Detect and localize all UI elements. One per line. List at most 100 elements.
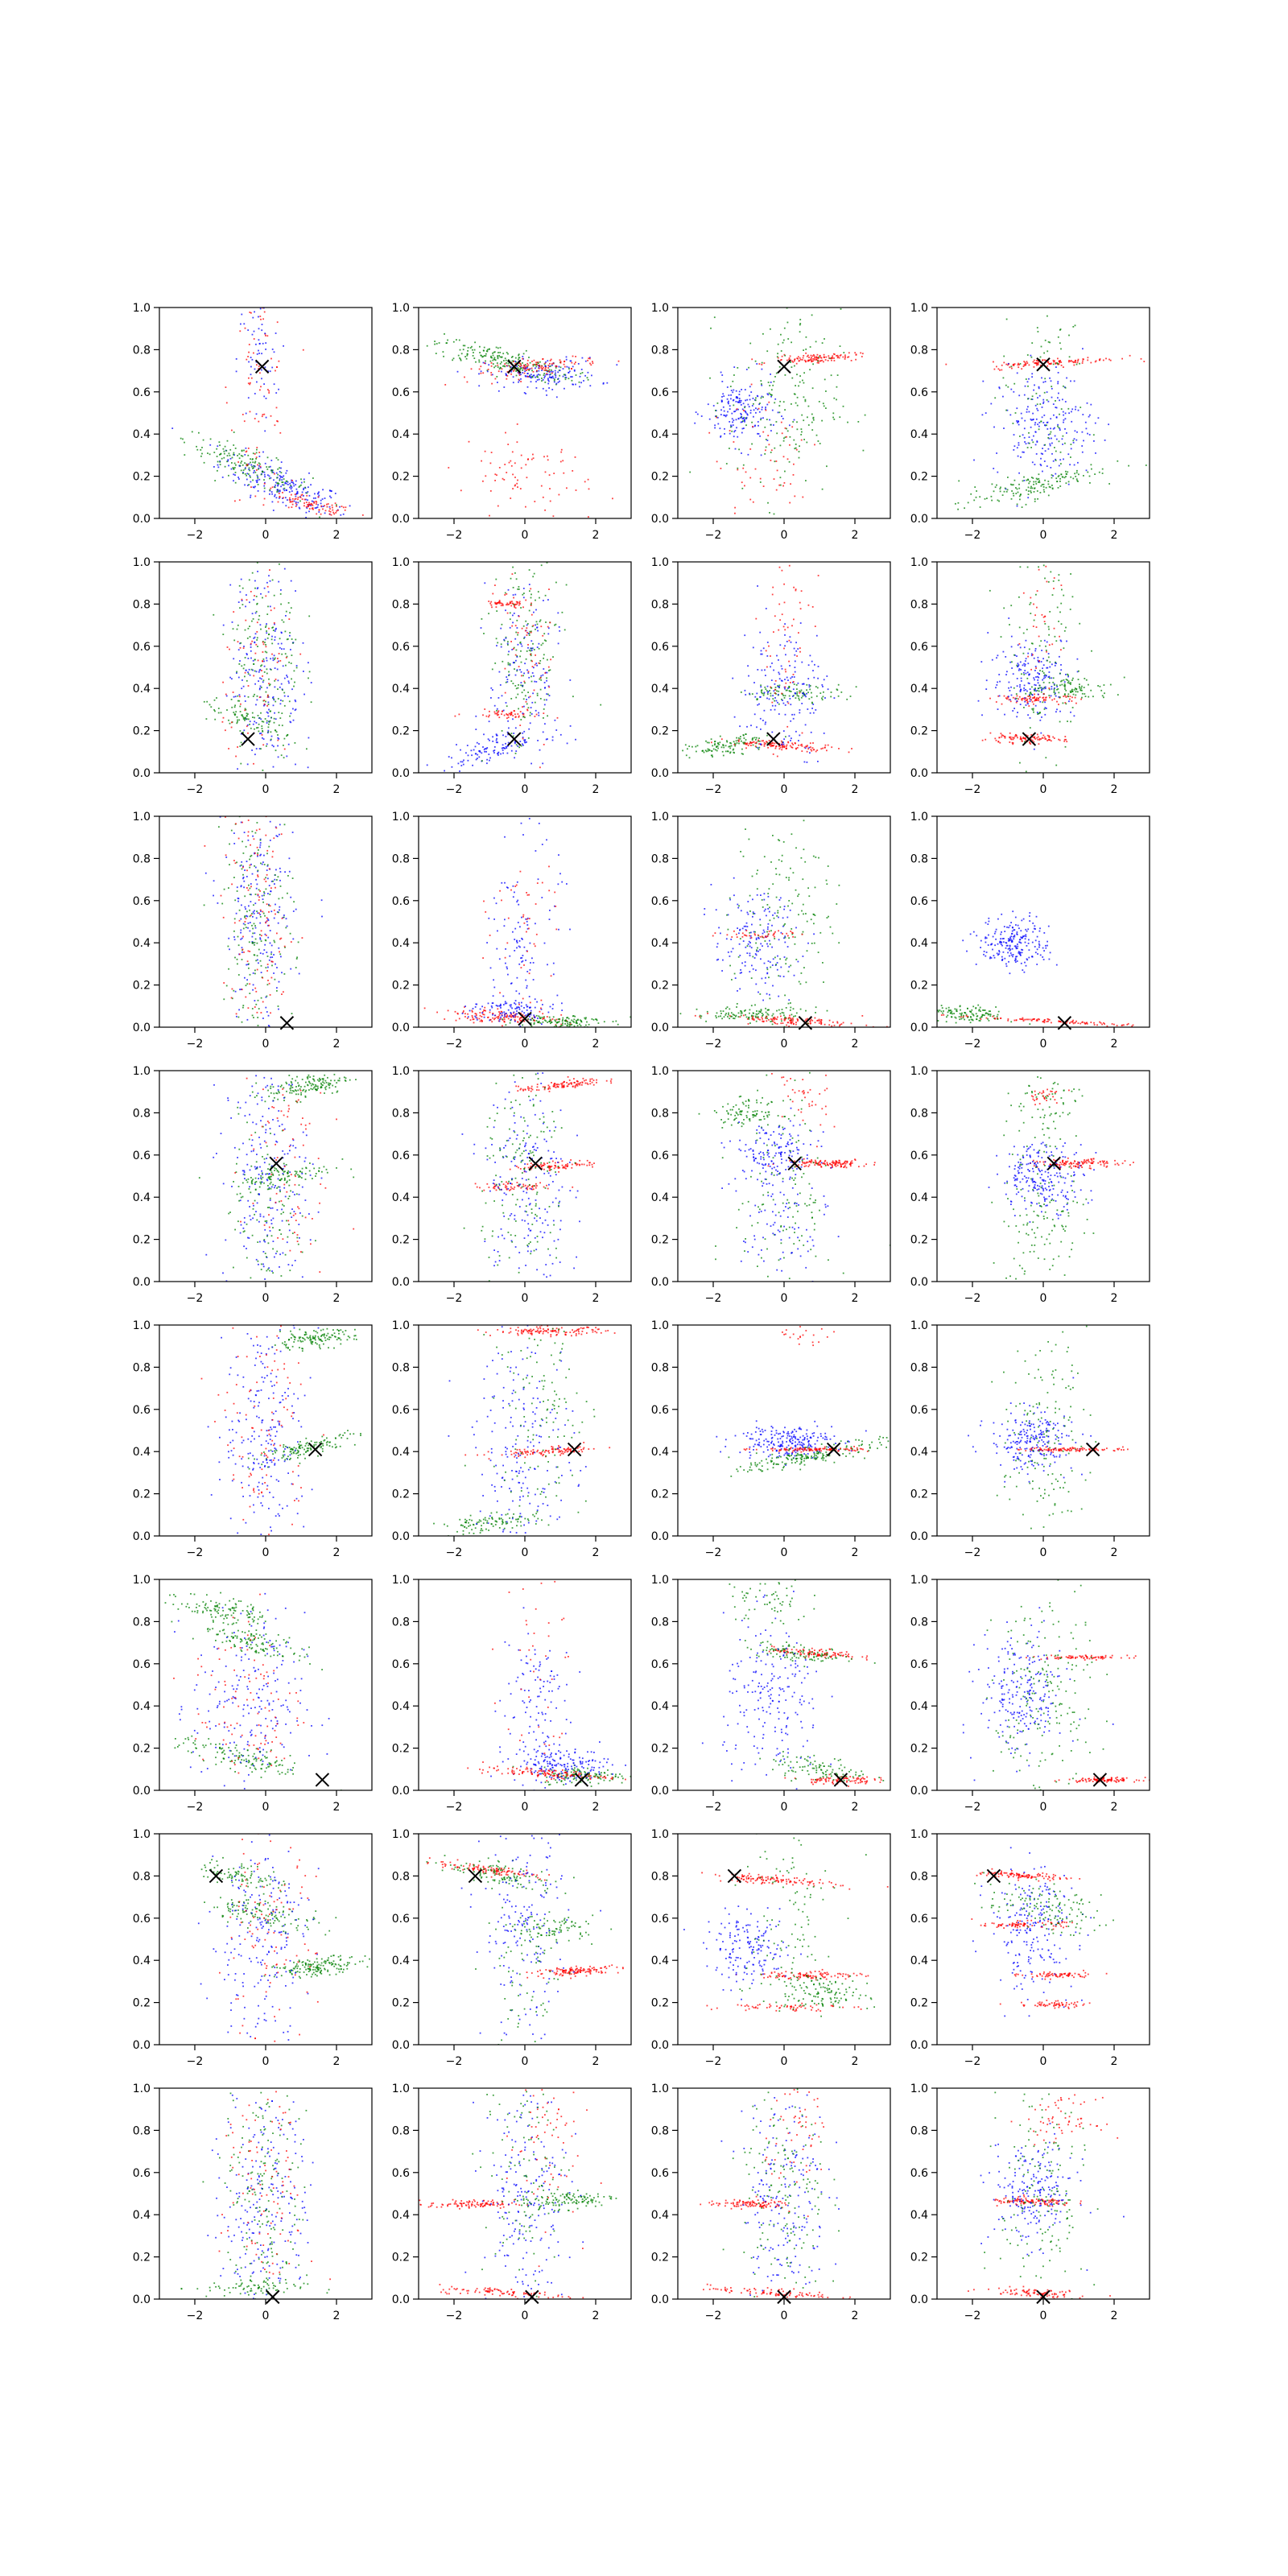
point-blue xyxy=(242,877,244,880)
point-blue xyxy=(1055,407,1058,409)
point-red xyxy=(255,456,258,459)
point-red xyxy=(527,644,529,646)
point-green xyxy=(221,457,223,460)
point-green xyxy=(287,602,290,604)
point-red xyxy=(1059,360,1062,361)
point-blue xyxy=(694,422,696,424)
point-red xyxy=(1022,737,1025,738)
point-blue xyxy=(535,663,538,664)
point-green xyxy=(555,623,557,625)
point-blue xyxy=(225,857,228,858)
point-blue xyxy=(1045,708,1047,709)
point-green xyxy=(759,402,761,404)
point-blue xyxy=(1057,397,1059,399)
point-red xyxy=(789,682,791,683)
point-blue xyxy=(529,368,531,370)
point-blue xyxy=(753,409,755,411)
point-green xyxy=(299,485,301,487)
point-red xyxy=(506,378,508,380)
point-blue xyxy=(1018,444,1020,446)
point-blue xyxy=(565,377,568,378)
point-red xyxy=(1035,700,1037,701)
point-blue xyxy=(258,671,260,673)
point-red xyxy=(535,713,538,716)
point-green xyxy=(233,453,234,456)
point-green xyxy=(989,589,991,592)
point-blue xyxy=(772,695,774,697)
point-red xyxy=(800,439,803,441)
point-green xyxy=(285,664,287,667)
point-red xyxy=(512,488,514,489)
point-blue xyxy=(271,366,274,369)
point-red xyxy=(745,747,747,749)
point-red xyxy=(536,369,538,372)
point-red xyxy=(833,357,835,359)
point-red xyxy=(528,368,530,370)
point-green xyxy=(537,376,539,378)
point-red xyxy=(774,679,777,682)
point-blue xyxy=(293,485,295,487)
point-green xyxy=(528,634,530,636)
point-red xyxy=(752,426,753,427)
point-blue xyxy=(542,387,544,390)
point-blue xyxy=(1031,694,1034,696)
data-points xyxy=(682,564,857,763)
point-blue xyxy=(292,708,294,710)
point-green xyxy=(286,655,288,658)
point-blue xyxy=(264,462,266,464)
point-green xyxy=(262,679,265,682)
point-red xyxy=(247,356,249,357)
point-green xyxy=(266,637,269,639)
point-green xyxy=(255,610,258,613)
point-blue xyxy=(775,700,778,702)
point-red xyxy=(587,359,588,361)
point-red xyxy=(998,737,1001,739)
point-blue xyxy=(522,712,524,714)
point-green xyxy=(230,699,233,700)
point-green xyxy=(1006,489,1009,491)
point-green xyxy=(219,444,221,447)
point-red xyxy=(539,766,541,769)
point-green xyxy=(258,615,261,617)
point-green xyxy=(708,741,710,744)
point-blue xyxy=(239,660,241,662)
point-green xyxy=(812,417,815,419)
point-green xyxy=(443,355,444,357)
point-blue xyxy=(1017,712,1018,713)
point-blue xyxy=(497,382,498,383)
point-green xyxy=(239,745,242,747)
point-blue xyxy=(242,923,245,925)
point-red xyxy=(1071,696,1073,699)
point-green xyxy=(1005,490,1008,493)
point-green xyxy=(232,467,234,469)
point-blue xyxy=(246,1018,249,1021)
point-green xyxy=(232,628,234,630)
point-blue xyxy=(1044,450,1046,452)
point-green xyxy=(716,415,717,417)
point-blue xyxy=(765,407,766,408)
point-red xyxy=(758,743,760,745)
point-blue xyxy=(264,933,266,935)
point-blue xyxy=(729,405,731,407)
point-red xyxy=(848,356,850,358)
point-red xyxy=(262,660,264,663)
point-green xyxy=(457,354,460,357)
point-green xyxy=(512,566,514,568)
point-blue xyxy=(287,676,288,678)
point-green xyxy=(530,675,532,678)
point-blue xyxy=(732,677,734,679)
point-green xyxy=(1042,681,1045,683)
point-green xyxy=(248,467,250,469)
point-green xyxy=(471,345,473,348)
point-blue xyxy=(497,697,500,699)
point-red xyxy=(771,745,774,746)
point-green xyxy=(254,693,255,696)
point-blue xyxy=(797,648,799,650)
point-green xyxy=(238,719,241,721)
point-blue xyxy=(1029,717,1031,719)
point-green xyxy=(246,463,248,465)
point-green xyxy=(1032,709,1034,712)
point-green xyxy=(233,712,235,713)
point-blue xyxy=(557,612,559,614)
point-blue xyxy=(264,332,266,335)
